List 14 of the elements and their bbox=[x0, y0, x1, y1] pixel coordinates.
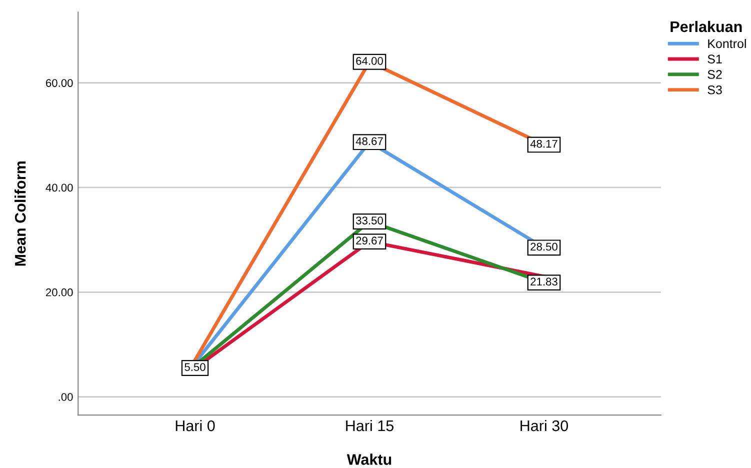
y-tick-label: 40.00 bbox=[46, 184, 73, 192]
x-tick-label: Hari 0 bbox=[176, 420, 215, 432]
y-tick-label: .00 bbox=[58, 393, 73, 401]
legend-label: Kontrol bbox=[708, 38, 746, 48]
legend-label: S3 bbox=[708, 85, 722, 94]
legend-label: S1 bbox=[708, 54, 722, 64]
legend-label: S2 bbox=[708, 70, 722, 79]
y-tick-label: 60.00 bbox=[46, 79, 73, 87]
legend-title: Perlakuan bbox=[670, 20, 742, 32]
x-tick-label: Hari 15 bbox=[346, 420, 394, 432]
y-axis-title: Mean Coliform bbox=[14, 162, 26, 266]
y-tick-label: 20.00 bbox=[46, 288, 73, 296]
x-axis-title: Waktu bbox=[346, 454, 392, 465]
x-tick-label: Hari 30 bbox=[520, 420, 568, 432]
